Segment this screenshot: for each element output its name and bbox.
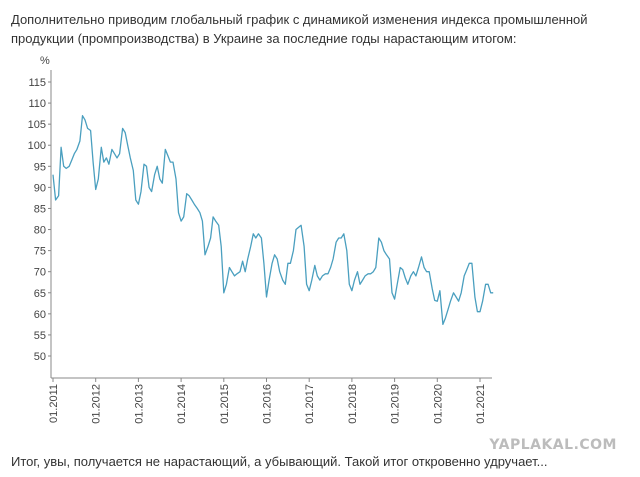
x-tick-label: 01.2013	[133, 384, 145, 424]
y-ticks: 115 110 105 100 95 90 85 80 75 70 65 60 55 50	[28, 77, 51, 363]
x-ticks: 01.2011 01.2012 01.2013 01.2014 01.2015 01.20…	[48, 378, 487, 424]
y-tick-label: 80	[34, 225, 46, 237]
x-tick-label: 01.2017	[304, 384, 316, 424]
x-tick-label: 01.2021	[475, 384, 487, 424]
x-tick-label: 01.2019	[390, 384, 402, 424]
watermark-logo: YAPLAKAL.COM	[489, 437, 617, 453]
outro-text: Итог, увы, получается не нарастающий, а …	[11, 454, 548, 469]
y-tick-label: 50	[34, 351, 46, 363]
x-tick-label: 01.2020	[432, 384, 444, 424]
y-tick-label: 70	[34, 267, 46, 279]
x-tick-label: 01.2018	[347, 384, 359, 424]
x-tick-label: 01.2012	[91, 384, 103, 424]
line-chart: % 115 110 105 100 95 90 85 80 75 70 65 60 55 50 01.20…	[28, 55, 494, 424]
y-tick-label: 65	[34, 288, 46, 300]
y-tick-label: 55	[34, 330, 46, 342]
y-tick-label: 105	[28, 119, 46, 131]
x-tick-label: 01.2014	[176, 384, 188, 424]
y-tick-label: 100	[28, 140, 46, 152]
series-line	[52, 115, 494, 326]
y-tick-label: 95	[34, 161, 46, 173]
y-tick-label: 60	[34, 309, 46, 321]
y-tick-label: 85	[34, 203, 46, 215]
y-tick-label: 75	[34, 246, 46, 258]
x-tick-label: 01.2015	[219, 384, 231, 424]
y-tick-label: 90	[34, 182, 46, 194]
y-tick-label: 110	[28, 98, 46, 110]
y-axis-unit-label: %	[40, 55, 50, 67]
intro-text: Дополнительно приводим глобальный график…	[11, 12, 588, 46]
x-tick-label: 01.2011	[48, 384, 60, 423]
y-tick-label: 115	[28, 77, 46, 89]
x-tick-label: 01.2016	[262, 384, 274, 424]
